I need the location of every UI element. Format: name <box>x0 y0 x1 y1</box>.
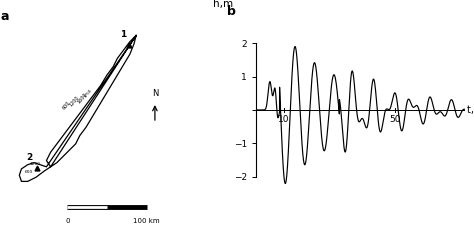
Text: 2: 2 <box>27 153 33 162</box>
Text: 600: 600 <box>61 100 71 110</box>
Text: 50: 50 <box>389 115 401 124</box>
Text: N: N <box>152 89 158 98</box>
Text: 100 km: 100 km <box>133 218 160 224</box>
Text: b: b <box>227 5 236 18</box>
Text: 0: 0 <box>65 218 70 224</box>
Text: 1: 1 <box>120 29 127 39</box>
Text: a: a <box>0 10 9 23</box>
Text: 600: 600 <box>25 170 33 174</box>
Text: 1750: 1750 <box>83 88 93 99</box>
Y-axis label: h,m: h,m <box>212 0 233 9</box>
Text: 1200: 1200 <box>29 162 40 166</box>
Text: 1600: 1600 <box>76 91 88 104</box>
Text: 1200: 1200 <box>69 95 81 107</box>
Text: 10: 10 <box>278 115 290 124</box>
Text: t, min: t, min <box>466 105 474 115</box>
